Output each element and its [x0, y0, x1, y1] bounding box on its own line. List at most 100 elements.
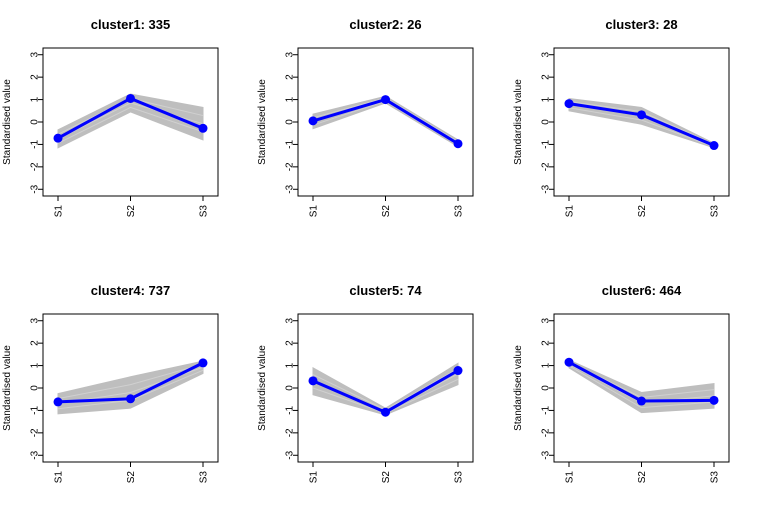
centroid-point-s3: [709, 141, 719, 151]
y-tick-label: 2: [541, 74, 552, 80]
x-tick-label-s1: S1: [565, 471, 576, 484]
y-tick-label: -3: [285, 450, 296, 459]
x-tick-label-s2: S2: [637, 205, 648, 218]
y-axis-label: Standardised value: [513, 345, 524, 431]
centroid-point-s2: [637, 110, 646, 120]
y-tick-label: -2: [541, 162, 552, 171]
y-tick-label: 1: [30, 96, 41, 102]
centroid-point-s2: [126, 93, 135, 103]
y-tick-label: -3: [541, 184, 552, 193]
chart-title: cluster6: 464: [602, 283, 682, 298]
y-tick-label: 3: [541, 318, 552, 324]
y-tick-label: 0: [541, 119, 552, 125]
y-tick-label: -1: [30, 406, 41, 415]
y-tick-label: -3: [30, 184, 41, 193]
y-tick-label: 2: [30, 74, 41, 80]
chart-title: cluster2: 26: [349, 17, 421, 32]
y-axis-label: Standardised value: [2, 79, 13, 165]
x-tick-label-s2: S2: [381, 205, 392, 218]
x-tick-label-s1: S1: [565, 205, 576, 218]
chart-panel-5: cluster5: 74 Standardised value 3 2 1 0 -1 -2 -3…: [257, 283, 474, 484]
centroid-line: [312, 97, 459, 146]
y-tick-label: 3: [285, 318, 296, 324]
y-tick-label: 2: [30, 340, 41, 346]
chart-panel-2: cluster2: 26 Standardised value 3 2 1 0 -1 -2 -3…: [257, 17, 474, 218]
x-tick-label-s3: S3: [454, 205, 465, 218]
centroid-point-s3: [453, 139, 463, 149]
y-tick-label: 1: [541, 96, 552, 102]
centroid-point-s2: [381, 95, 390, 105]
y-tick-label: 1: [285, 362, 296, 368]
y-tick-label: 3: [285, 52, 296, 58]
chart-panel-1: cluster1: 335 Standardised value 3 2 1 0 -1 -2 -…: [2, 17, 219, 218]
y-axis-label: Standardised value: [513, 79, 524, 165]
centroid-point-s1: [564, 99, 574, 109]
centroid-point-s3: [198, 123, 208, 133]
y-tick-label: -3: [541, 450, 552, 459]
centroid-point-s3: [453, 366, 463, 376]
x-tick-label-s2: S2: [637, 471, 648, 484]
y-tick-label: 0: [30, 385, 41, 391]
y-tick-label: -3: [30, 450, 41, 459]
centroid-point-s3: [198, 358, 208, 368]
y-axis-label: Standardised value: [257, 345, 268, 431]
y-tick-label: 1: [541, 362, 552, 368]
x-tick-label-s1: S1: [54, 205, 65, 218]
centroid-point-s1: [308, 376, 318, 386]
chart-panel-6: cluster6: 464 Standardised value 3 2 1 0 -1 -2 -…: [513, 283, 730, 484]
y-tick-label: 0: [30, 119, 41, 125]
y-tick-label: -1: [285, 406, 296, 415]
centroid-point-s2: [126, 394, 135, 404]
chart-title: cluster5: 74: [349, 283, 422, 298]
x-tick-label-s2: S2: [126, 205, 137, 218]
member-profile-line: [312, 100, 459, 146]
y-tick-label: 1: [30, 362, 41, 368]
y-tick-label: 0: [285, 385, 296, 391]
y-tick-label: 3: [30, 52, 41, 58]
chart-panel-4: cluster4: 737 Standardised value 3 2 1 0 -1 -2 -…: [2, 283, 219, 484]
centroid-point-s3: [709, 395, 719, 405]
centroid-point-s1: [564, 357, 574, 367]
centroid-point-s1: [53, 133, 63, 143]
x-tick-label-s1: S1: [309, 471, 320, 484]
y-axis-label: Standardised value: [2, 345, 13, 431]
y-tick-label: -1: [30, 140, 41, 149]
centroid-point-s2: [381, 407, 390, 417]
x-tick-label-s3: S3: [199, 205, 210, 218]
member-profile-line: [568, 107, 715, 148]
y-tick-label: -2: [30, 428, 41, 437]
y-tick-label: -2: [30, 162, 41, 171]
y-tick-label: 2: [541, 340, 552, 346]
y-tick-label: -2: [285, 162, 296, 171]
member-profile-line: [568, 365, 715, 409]
chart-title: cluster3: 28: [605, 17, 677, 32]
y-tick-label: 0: [285, 119, 296, 125]
chart-title: cluster1: 335: [91, 17, 171, 32]
x-tick-label-s1: S1: [309, 205, 320, 218]
y-tick-label: -2: [285, 428, 296, 437]
y-tick-label: 0: [541, 385, 552, 391]
x-tick-label-s3: S3: [454, 471, 465, 484]
chart-panel-3: cluster3: 28 Standardised value 3 2 1 0 -1 -2 -3…: [513, 17, 730, 218]
chart-title: cluster4: 737: [91, 283, 171, 298]
y-tick-label: 3: [541, 52, 552, 58]
x-tick-label-s3: S3: [710, 471, 721, 484]
x-tick-label-s2: S2: [381, 471, 392, 484]
x-tick-label-s1: S1: [54, 471, 65, 484]
y-tick-label: -1: [541, 140, 552, 149]
member-profile-line: [57, 106, 204, 144]
y-tick-label: -1: [285, 140, 296, 149]
x-tick-label-s3: S3: [710, 205, 721, 218]
y-tick-label: -1: [541, 406, 552, 415]
member-profile-line: [57, 363, 204, 400]
x-tick-label-s2: S2: [126, 471, 137, 484]
centroid-point-s2: [637, 396, 646, 406]
y-tick-label: 1: [285, 96, 296, 102]
y-tick-label: -2: [541, 428, 552, 437]
y-tick-label: 2: [285, 74, 296, 80]
y-tick-label: 3: [30, 318, 41, 324]
centroid-point-s1: [308, 116, 318, 126]
y-axis-label: Standardised value: [257, 79, 268, 165]
y-tick-label: -3: [285, 184, 296, 193]
